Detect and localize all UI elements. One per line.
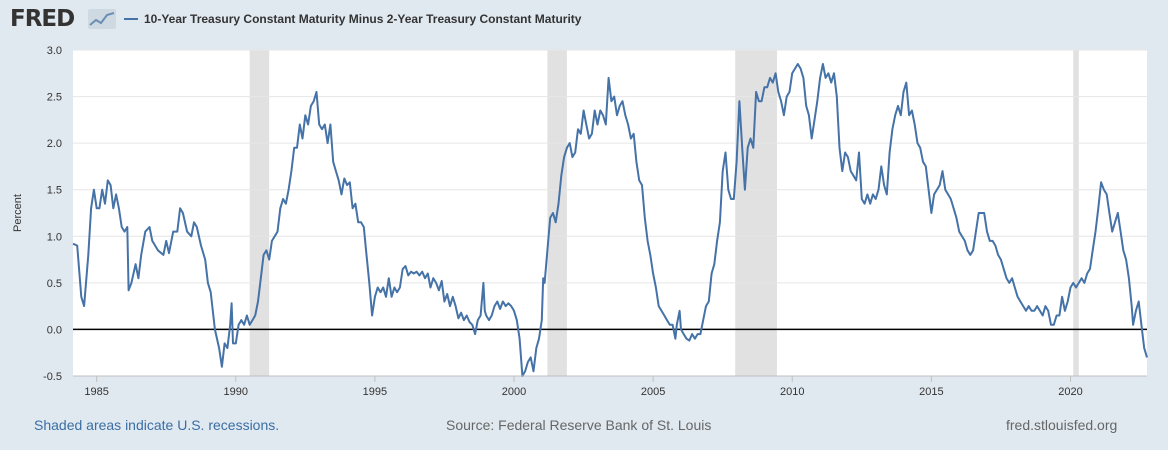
source-note: Source: Federal Reserve Bank of St. Loui… — [446, 417, 712, 433]
y-axis-title: Percent — [12, 194, 24, 232]
legend-label: 10-Year Treasury Constant Maturity Minus… — [144, 12, 582, 26]
x-tick-label: 1985 — [84, 386, 108, 398]
x-tick-label: 2000 — [502, 386, 526, 398]
x-tick-label: 1995 — [363, 386, 387, 398]
x-tick-label: 1990 — [224, 386, 248, 398]
recession-band — [249, 50, 270, 376]
x-tick-label: 2020 — [1058, 386, 1082, 398]
y-tick-label: 3.0 — [47, 45, 62, 57]
y-tick-label: 2.5 — [47, 92, 62, 104]
y-tick-label: 0.0 — [47, 324, 62, 336]
y-tick-label: 1.0 — [47, 231, 62, 243]
recession-band — [1073, 50, 1079, 376]
x-axis-ticks: 1985 1990 1995 2000 2005 2010 2015 2020 — [73, 375, 1147, 398]
y-tick-label: 2.0 — [47, 138, 62, 150]
site-link[interactable]: fred.stlouisfed.org — [1006, 417, 1118, 433]
series-layer — [72, 63, 1148, 377]
x-tick-label: 2010 — [780, 386, 804, 398]
recession-bands — [249, 50, 1079, 376]
recession-note: Shaded areas indicate U.S. recessions. — [34, 417, 280, 433]
chart-legend: 10-Year Treasury Constant Maturity Minus… — [124, 12, 581, 26]
y-tick-label: 1.5 — [47, 185, 62, 197]
series-line — [72, 63, 1148, 377]
legend-swatch — [124, 18, 138, 20]
x-tick-label: 2015 — [919, 386, 943, 398]
chart-header: FRED 10-Year Treasury Constant Maturity … — [0, 0, 1168, 40]
y-tick-label: -0.5 — [43, 371, 62, 383]
y-tick-label: 0.5 — [47, 278, 62, 290]
line-graph-icon — [88, 9, 116, 29]
x-tick-label: 2005 — [641, 386, 665, 398]
y-axis-ticks: 3.0 2.5 2.0 1.5 1.0 0.5 0.0 -0.5 — [43, 45, 62, 383]
plot-background — [73, 50, 1147, 376]
fred-logo[interactable]: FRED — [10, 6, 75, 32]
